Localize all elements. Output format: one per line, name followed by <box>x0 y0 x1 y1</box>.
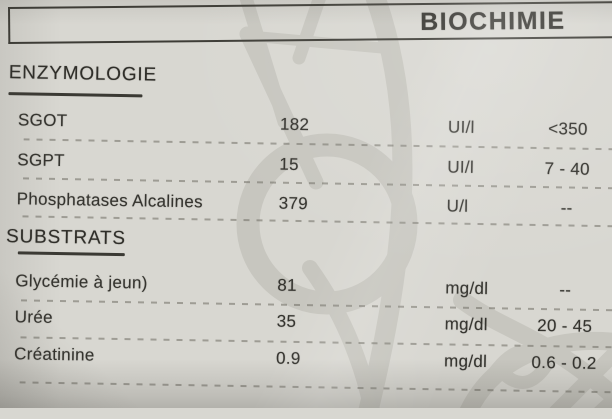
result-value: 0.9 <box>275 348 301 369</box>
result-unit: U/l <box>446 196 469 216</box>
reference-range: -- <box>560 198 573 218</box>
analyte-label: SGPT <box>17 150 66 171</box>
result-unit: UI/l <box>447 117 475 137</box>
lab-report-photo: BIOCHIMIE ENZYMOLOGIE SGOT 182 UI/l <350… <box>0 0 612 408</box>
table-row-phosphatases: Phosphatases Alcalines 379 U/l -- <box>0 189 612 224</box>
result-value: 15 <box>279 154 299 174</box>
result-value: 81 <box>277 275 297 295</box>
section-underline <box>8 92 143 97</box>
result-value: 182 <box>279 114 310 135</box>
table-row-creatinine: Créatinine 0.9 mg/dl 0.6 - 0.2 <box>0 344 612 379</box>
analyte-label: Créatinine <box>13 344 95 365</box>
analyte-label: SGOT <box>17 110 68 131</box>
section-title-substrats: SUBSTRATS <box>5 226 127 250</box>
section-title-enzymologie: ENZYMOLOGIE <box>8 62 158 86</box>
result-unit: mg/dl <box>444 314 488 335</box>
section-underline <box>17 251 125 256</box>
result-unit: mg/dl <box>445 278 489 299</box>
result-value: 379 <box>278 193 309 214</box>
result-unit: mg/dl <box>443 351 488 372</box>
reference-range: 0.6 - 0.2 <box>531 352 597 373</box>
analyte-label: Urée <box>14 307 53 327</box>
reference-range: -- <box>559 280 572 300</box>
row-divider <box>19 381 612 394</box>
analyte-label: Glycémie à jeun) <box>15 271 148 293</box>
result-value: 35 <box>276 311 297 331</box>
reference-range: 20 - 45 <box>537 315 593 336</box>
reference-range: <350 <box>548 119 588 139</box>
analyte-label: Phosphatases Alcalines <box>16 189 204 212</box>
reference-range: 7 - 40 <box>544 159 591 179</box>
result-unit: UI/l <box>447 157 475 177</box>
